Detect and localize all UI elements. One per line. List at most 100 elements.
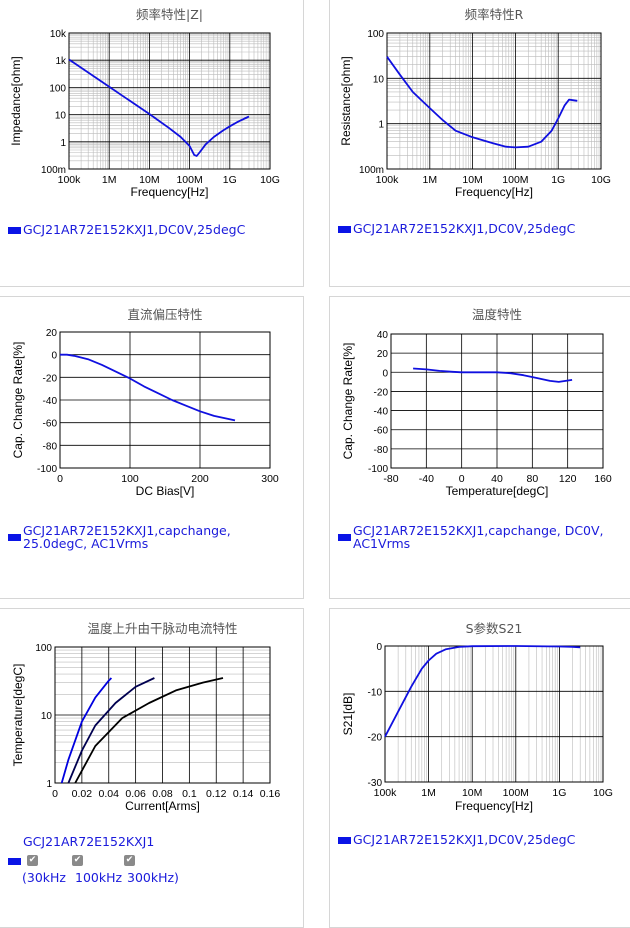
x-tick-label: 100k: [376, 174, 400, 186]
ripple-legend-checks: ✔ ✔ ✔: [8, 855, 298, 869]
temperature-legend-line2: AC1Vrms: [353, 536, 411, 551]
dcbias-chart-panel: 0 100 200 300 20 0 -20 -40 -60 -80 -100 直流偏压特性 DC Bi…: [0, 296, 304, 599]
x-tick-label: 10G: [593, 787, 613, 799]
chart-title: S参数S21: [466, 621, 523, 636]
x-tick-label: 0.12: [206, 788, 227, 800]
x-tick-label: 10M: [462, 174, 482, 186]
chart-title: 温度上升由干脉动电流特性: [87, 621, 237, 636]
y-axis-label: Temperature[degC]: [11, 664, 25, 767]
resistance-legend[interactable]: GCJ21AR72E152KXJ1,DC0V,25degC: [338, 222, 575, 235]
x-tick-label: 0.02: [72, 788, 93, 800]
y-tick-label: 0: [376, 642, 382, 653]
x-axis-label: DC Bias[V]: [136, 484, 195, 498]
y-tick-label: 100: [367, 29, 384, 40]
y-tick-label: -100: [368, 464, 388, 475]
x-axis-label: Current[Arms]: [125, 799, 200, 813]
y-tick-label: 20: [377, 349, 389, 360]
ripple-chart: 0 0.02 0.04 0.06 0.08 0.1 0.12 0.14 0.16 1 10 100 温度…: [11, 621, 281, 813]
x-tick-label: 80: [526, 473, 538, 485]
x-tick-label: 1G: [223, 174, 237, 186]
y-tick-label: -60: [43, 419, 58, 430]
x-tick-label: 200: [191, 473, 209, 485]
y-tick-label: 1: [60, 138, 66, 149]
ripple-chart-panel: 0 0.02 0.04 0.06 0.08 0.1 0.12 0.14 0.16 1 10 100 温度…: [0, 608, 304, 928]
y-tick-label: -100: [37, 464, 57, 475]
chart-title: 频率特性R: [465, 7, 524, 22]
y-tick-label: -60: [374, 426, 389, 437]
chart-title: 频率特性|Z|: [136, 7, 203, 22]
x-tick-label: 300: [261, 473, 279, 485]
y-tick-label: -40: [43, 396, 58, 407]
y-tick-label: 100m: [359, 165, 384, 176]
y-tick-label: -10: [368, 687, 383, 698]
y-tick-label: 1k: [55, 56, 67, 67]
x-tick-label: 0.04: [99, 788, 120, 800]
x-tick-label: 0: [52, 788, 58, 800]
x-tick-label: -80: [383, 473, 398, 485]
x-axis-label: Temperature[degC]: [446, 484, 549, 498]
y-tick-label: 1: [378, 120, 384, 131]
y-tick-label: 0: [382, 368, 388, 379]
checkbox-30khz[interactable]: ✔: [27, 855, 38, 866]
y-tick-label: -30: [368, 778, 383, 789]
x-tick-label: 1G: [552, 787, 566, 799]
series-line-1: [68, 58, 250, 157]
y-tick-label: 0: [51, 351, 57, 362]
legend-swatch: [338, 226, 351, 233]
x-tick-label: 0.08: [152, 788, 173, 800]
y-axis-label: Cap. Change Rate[%]: [11, 342, 25, 459]
y-tick-label: -20: [368, 733, 383, 744]
x-tick-label: 100M: [502, 174, 528, 186]
legend-swatch: [338, 534, 351, 541]
x-tick-label: 10M: [462, 787, 482, 799]
legend-swatch: [8, 227, 21, 234]
x-tick-label: 1M: [423, 174, 438, 186]
x-axis-label: Frequency[Hz]: [455, 799, 533, 813]
plot-frame: [54, 646, 271, 784]
chart-title: 直流偏压特性: [127, 307, 202, 322]
x-tick-label: -40: [419, 473, 434, 485]
plot-frame: [386, 32, 602, 170]
x-tick-label: 100M: [176, 174, 202, 186]
x-tick-label: 0.16: [260, 788, 281, 800]
plot-frame: [384, 645, 604, 783]
series-line-2: [67, 677, 155, 784]
resistance-chart: 100k 1M 10M 100M 1G 10G 100m 1 10 100 频率特性R Frequen…: [339, 7, 611, 199]
legend-swatch: [8, 534, 21, 541]
dcbias-legend-line1: GCJ21AR72E152KXJ1,capchange,: [23, 523, 231, 538]
x-tick-label: 10G: [591, 174, 611, 186]
plot-frame: [59, 331, 271, 469]
label-300khz: 300kHz): [127, 870, 179, 885]
checkbox-300khz[interactable]: ✔: [124, 855, 135, 866]
y-axis-label: Resistance[ohm]: [339, 56, 353, 145]
x-axis-label: Frequency[Hz]: [455, 185, 533, 199]
series-line-1: [60, 353, 236, 422]
impedance-legend[interactable]: GCJ21AR72E152KXJ1,DC0V,25degC: [8, 223, 245, 236]
y-axis-label: S21[dB]: [341, 693, 355, 736]
series-line-1: [413, 367, 573, 383]
legend-swatch: [338, 837, 351, 844]
temperature-legend[interactable]: GCJ21AR72E152KXJ1,capchange, DC0V, AC1Vr…: [338, 524, 608, 550]
checkbox-100khz[interactable]: ✔: [72, 855, 83, 866]
y-tick-label: -20: [374, 387, 389, 398]
x-tick-label: 10M: [139, 174, 159, 186]
y-tick-label: 100: [35, 643, 52, 654]
y-tick-label: 40: [377, 330, 389, 341]
y-tick-label: -80: [374, 445, 389, 456]
s21-legend[interactable]: GCJ21AR72E152KXJ1,DC0V,25degC: [338, 833, 575, 846]
x-tick-label: 40: [491, 473, 503, 485]
y-tick-label: 100: [49, 83, 66, 94]
x-tick-label: 100: [121, 473, 139, 485]
dcbias-legend[interactable]: GCJ21AR72E152KXJ1,capchange, 25.0degC, A…: [8, 524, 278, 550]
series-line-1: [386, 56, 578, 149]
y-tick-label: -80: [43, 441, 58, 452]
plot-frame: [68, 32, 271, 170]
x-tick-label: 100k: [374, 787, 398, 799]
y-tick-label: 10k: [50, 29, 67, 40]
x-tick-label: 0.06: [125, 788, 146, 800]
s21-chart: 100k 1M 10M 100M 1G 10G 0 -10 -20 -30 S参数S21 Freque…: [341, 621, 613, 813]
x-tick-label: 1G: [551, 174, 565, 186]
x-tick-label: 120: [559, 473, 577, 485]
x-axis-label: Frequency[Hz]: [130, 185, 208, 199]
